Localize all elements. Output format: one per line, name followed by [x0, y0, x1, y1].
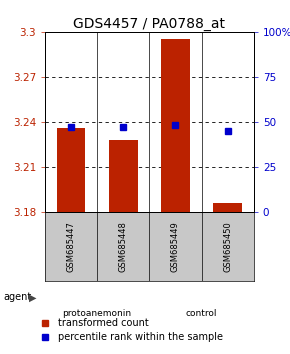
Text: agent: agent — [3, 292, 31, 302]
Text: GSM685447: GSM685447 — [66, 222, 76, 272]
Bar — [213, 203, 242, 212]
Text: control: control — [186, 309, 217, 318]
Text: ▶: ▶ — [29, 292, 36, 302]
Bar — [57, 128, 86, 212]
Text: percentile rank within the sample: percentile rank within the sample — [58, 332, 223, 342]
Text: GSM685448: GSM685448 — [119, 222, 128, 272]
Text: GSM685449: GSM685449 — [171, 222, 180, 272]
Text: transformed count: transformed count — [58, 318, 149, 328]
Text: GSM685450: GSM685450 — [223, 222, 232, 272]
Bar — [161, 39, 190, 212]
Bar — [109, 140, 138, 212]
Text: protoanemonin: protoanemonin — [63, 309, 132, 318]
Title: GDS4457 / PA0788_at: GDS4457 / PA0788_at — [73, 17, 225, 31]
